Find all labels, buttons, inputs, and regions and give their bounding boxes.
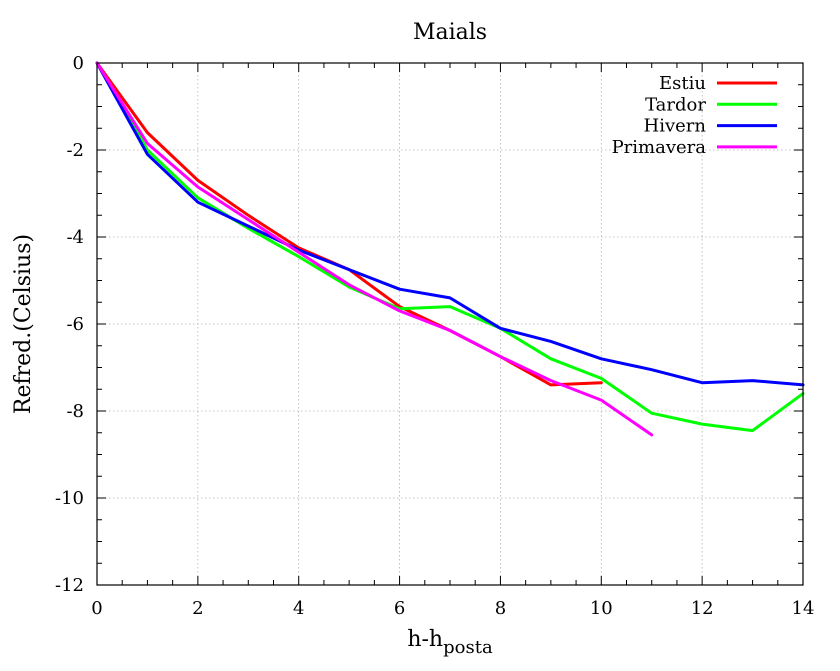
x-tick-label: 6 bbox=[394, 598, 405, 619]
axis-ticks bbox=[96, 62, 804, 586]
x-axis-label-main: h-h bbox=[407, 627, 443, 652]
x-tick-label: 0 bbox=[91, 598, 102, 619]
y-tick-label: -8 bbox=[66, 401, 84, 422]
x-tick-label: 12 bbox=[691, 598, 714, 619]
x-tick-label: 4 bbox=[293, 598, 304, 619]
tick-labels: 0 2 4 6 8 10 12 14 0 -2 -4 -6 -8 -10 -12 bbox=[55, 53, 814, 619]
x-tick-label: 8 bbox=[495, 598, 506, 619]
series-line-estiu bbox=[95, 61, 603, 387]
x-axis-label-subscript: posta bbox=[443, 637, 493, 658]
x-axis-label: h-hposta bbox=[407, 627, 493, 658]
legend-label-primavera: Primavera bbox=[612, 137, 707, 158]
series-line-tardor bbox=[95, 61, 805, 433]
series-line-primavera bbox=[95, 61, 654, 437]
y-tick-label: -10 bbox=[55, 488, 84, 509]
y-tick-label: -2 bbox=[66, 140, 84, 161]
series-lines bbox=[95, 61, 805, 437]
y-axis-label: Refred.(Celsius) bbox=[11, 234, 36, 414]
legend-label-hivern: Hivern bbox=[644, 116, 707, 137]
y-tick-label: 0 bbox=[73, 53, 84, 74]
legend-label-tardor: Tardor bbox=[645, 94, 706, 115]
y-tick-label: -6 bbox=[66, 314, 84, 335]
x-tick-label: 14 bbox=[792, 598, 815, 619]
x-tick-label: 10 bbox=[590, 598, 613, 619]
x-tick-label: 2 bbox=[192, 598, 203, 619]
series-line-hivern bbox=[95, 61, 805, 387]
grid-lines bbox=[97, 63, 803, 585]
chart-title: Maials bbox=[413, 20, 487, 45]
y-tick-label: -4 bbox=[66, 227, 84, 248]
y-tick-label: -12 bbox=[55, 575, 84, 596]
legend-label-estiu: Estiu bbox=[659, 73, 706, 94]
